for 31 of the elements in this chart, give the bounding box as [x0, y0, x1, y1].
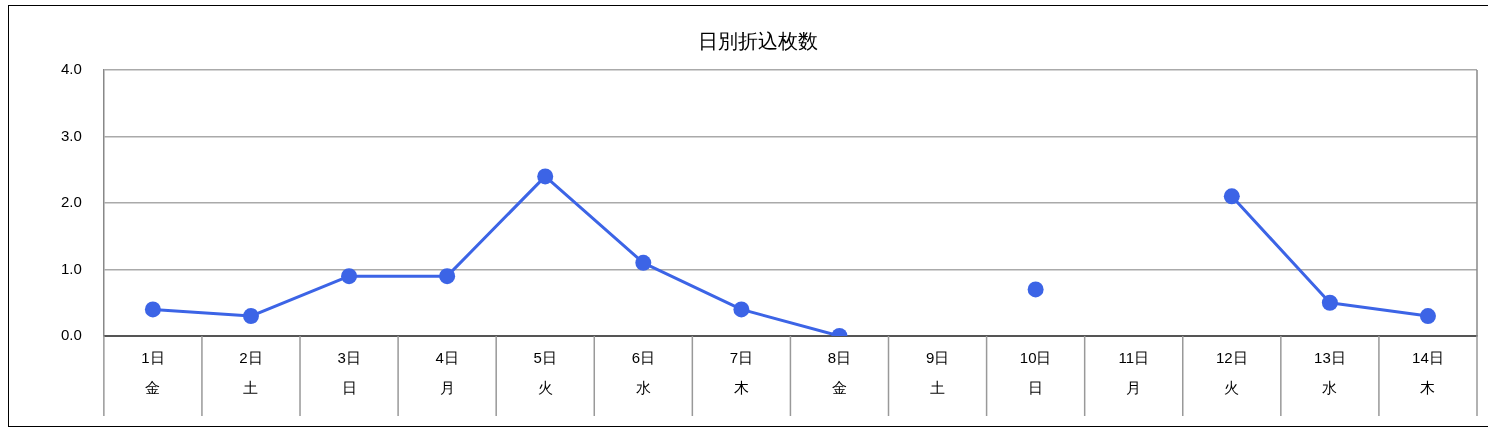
x-tick-label: 3日日 [337, 349, 361, 397]
y-tick-label: 0.0 [60, 326, 82, 344]
chart-title: 日別折込枚数 [698, 29, 818, 52]
point [1321, 294, 1338, 311]
point [1027, 281, 1044, 298]
y-tick-label: 4.0 [60, 60, 82, 78]
x-tick-label: 5日火 [533, 349, 557, 397]
point [537, 168, 554, 185]
point [1223, 188, 1240, 205]
x-tick-label: 6日水 [631, 349, 655, 397]
x-tick-label: 8日金 [827, 349, 852, 397]
x-tick-label: 13日水 [1314, 349, 1346, 397]
point [733, 301, 750, 318]
y-tick-label: 2.0 [60, 193, 82, 211]
x-tick-label: 4日月 [435, 349, 459, 397]
x-tick-label: 1日金 [141, 349, 165, 397]
point [341, 268, 358, 285]
point [635, 254, 652, 271]
point [1419, 308, 1436, 325]
x-tick-label: 2日土 [239, 349, 263, 397]
x-tick-label: 7日木 [729, 349, 754, 397]
x-tick-label: 10日日 [1019, 349, 1052, 397]
x-tick-label: 9日土 [925, 349, 950, 397]
y-tick-label: 1.0 [60, 259, 82, 277]
point [439, 268, 456, 285]
point [144, 301, 161, 318]
y-tick-label: 3.0 [60, 126, 82, 144]
x-tick-label: 11日月 [1118, 349, 1149, 397]
x-tick-label: 12日火 [1215, 349, 1248, 397]
x-tick-label: 14日木 [1412, 349, 1444, 397]
point [242, 308, 259, 325]
